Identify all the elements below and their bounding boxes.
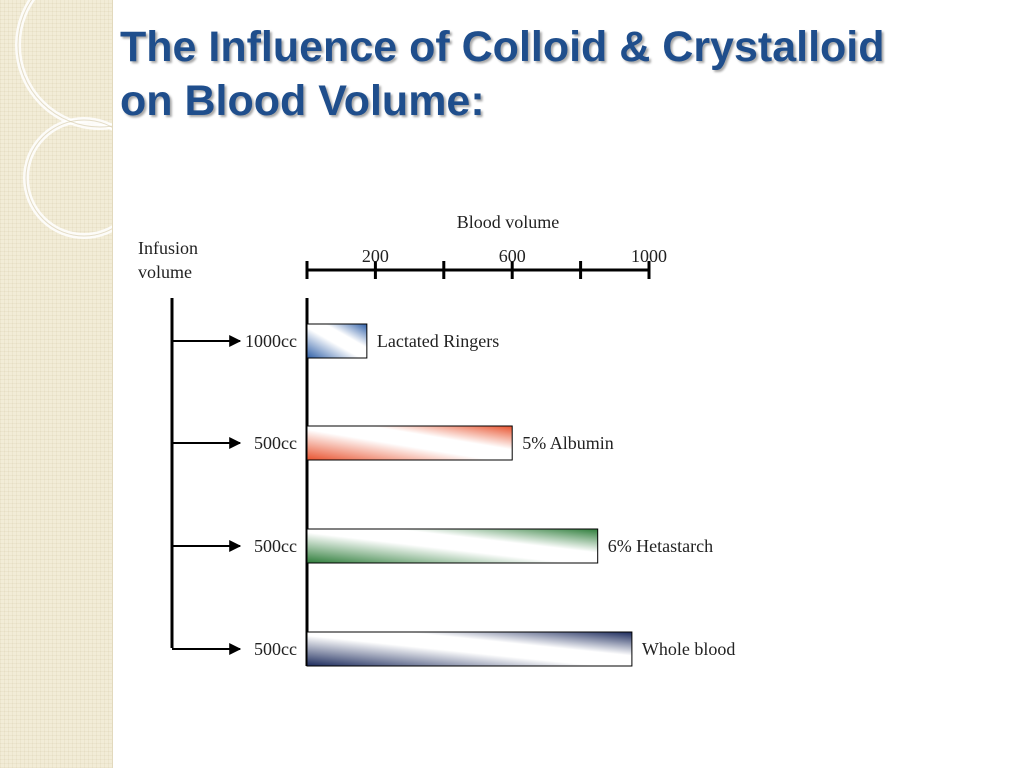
bar: [306, 323, 368, 359]
category-label: 500cc: [254, 433, 297, 453]
x-tick-label: 1000: [631, 246, 667, 266]
x-tick-label: 200: [362, 246, 389, 266]
bar: [306, 425, 513, 461]
decorative-side-strip: [0, 0, 185, 768]
x-axis-title: Blood volume: [457, 212, 560, 232]
bar-label: Whole blood: [642, 639, 735, 659]
category-label: 1000cc: [245, 331, 297, 351]
slide-title-line-1: The Influence of Colloid & Crystalloid: [120, 23, 885, 71]
bar: [306, 528, 599, 564]
y-axis-title-line: volume: [138, 262, 192, 282]
bar: [306, 631, 633, 667]
category-label: 500cc: [254, 536, 297, 556]
slide-title-line-2: on Blood Volume:: [120, 77, 485, 125]
slide-title: The Influence of Colloid & Crystalloid o…: [120, 20, 1000, 128]
y-axis-title-line: Infusion: [138, 238, 198, 258]
category-label: 500cc: [254, 639, 297, 659]
bar-label: 5% Albumin: [522, 433, 614, 453]
x-tick-label: 600: [499, 246, 526, 266]
bar-label: Lactated Ringers: [377, 331, 499, 351]
bar-label: 6% Hetastarch: [608, 536, 713, 556]
